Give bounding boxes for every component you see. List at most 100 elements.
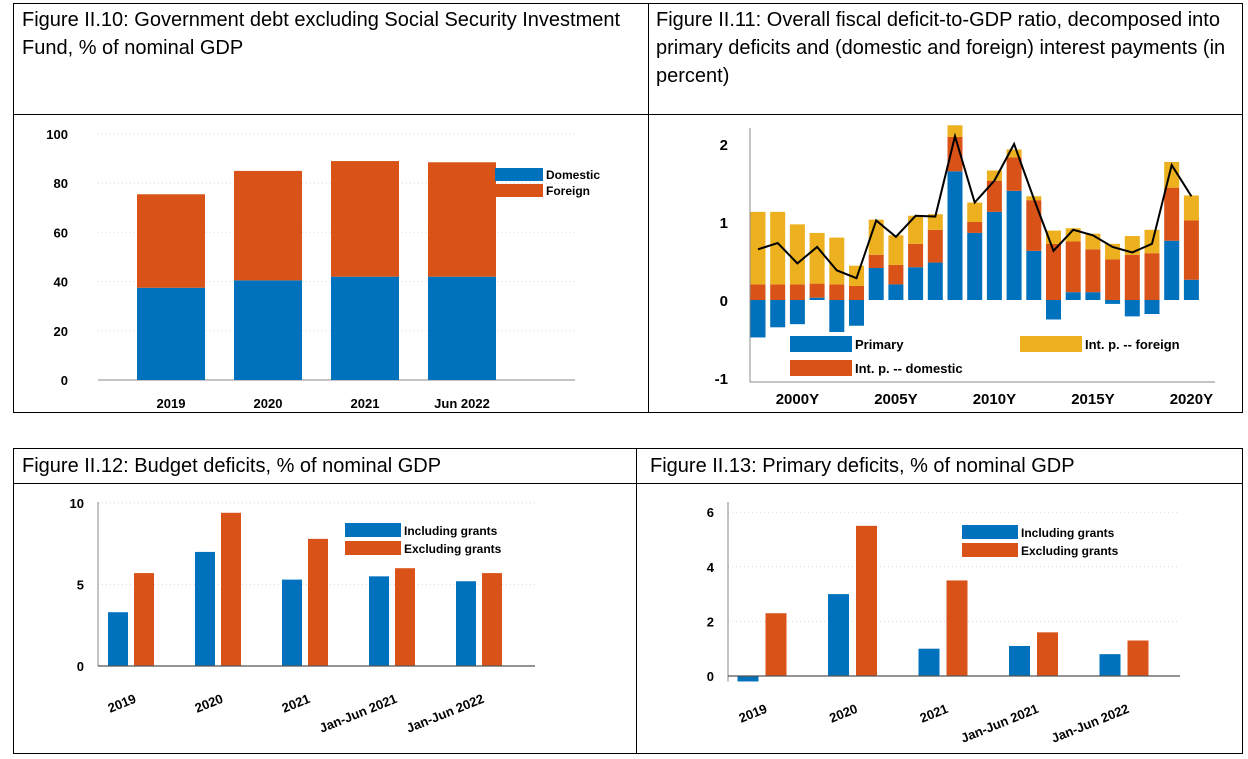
legend-label: Domestic xyxy=(546,168,600,182)
y-tick-label: 40 xyxy=(54,275,68,290)
legend-swatch xyxy=(495,184,543,197)
x-tick-label: 2010Y xyxy=(973,391,1016,408)
legend-swatch xyxy=(962,525,1018,539)
bar-interest-foreign xyxy=(750,211,766,285)
legend-swatch xyxy=(790,360,852,376)
bar-domestic xyxy=(331,276,399,380)
bar-primary xyxy=(986,211,1002,300)
bar-interest-domestic xyxy=(1006,157,1022,191)
bar-primary xyxy=(1164,240,1180,300)
x-tick-label: 2019 xyxy=(106,691,138,716)
bar-excluding-grants xyxy=(765,613,787,676)
x-tick-label: 2021 xyxy=(280,691,312,716)
y-tick-label: 20 xyxy=(54,324,68,339)
top-table xyxy=(13,3,1243,413)
x-tick-label: 2000Y xyxy=(776,391,819,408)
bar-primary xyxy=(1006,190,1022,300)
bar-excluding-grants xyxy=(308,538,328,666)
bar-primary xyxy=(1026,250,1042,300)
bar-primary xyxy=(1105,300,1121,304)
bar-including-grants xyxy=(108,612,128,666)
bar-excluding-grants xyxy=(134,573,154,666)
bar-interest-domestic xyxy=(1065,241,1081,293)
bar-interest-foreign xyxy=(947,125,963,137)
fig10-title: Figure II.10: Government debt excluding … xyxy=(22,9,621,59)
bar-interest-foreign xyxy=(986,170,1002,181)
bar-primary xyxy=(908,267,924,300)
bottom-table-divider xyxy=(13,483,1243,484)
bar-interest-domestic xyxy=(1124,254,1140,300)
bar-interest-foreign xyxy=(927,214,943,230)
legend-label: Int. p. -- domestic xyxy=(855,361,963,376)
x-tick-label: Jun 2022 xyxy=(434,396,490,410)
x-tick-label: Jan-Jun 2021 xyxy=(317,691,399,736)
line-overall xyxy=(757,132,1193,280)
bar-interest-domestic xyxy=(849,285,864,300)
bar-primary xyxy=(1144,300,1160,315)
legend-swatch xyxy=(962,543,1018,557)
legend-swatch xyxy=(1020,336,1082,352)
bar-excluding-grants xyxy=(1037,632,1058,676)
y-tick-label: -1 xyxy=(715,371,728,388)
y-tick-label: 0 xyxy=(720,293,728,310)
legend-label: Including grants xyxy=(404,524,498,538)
bottom-table-vdivider xyxy=(636,448,637,754)
bar-primary xyxy=(947,171,963,300)
bar-interest-domestic xyxy=(908,243,924,268)
bar-interest-domestic xyxy=(986,180,1002,212)
x-tick-label: 2020Y xyxy=(1170,391,1213,408)
bar-interest-domestic xyxy=(967,222,983,233)
legend-label: Foreign xyxy=(546,184,590,198)
legend-swatch xyxy=(345,523,401,537)
bar-interest-domestic xyxy=(770,284,786,300)
bar-primary xyxy=(888,284,904,300)
legend-label: Primary xyxy=(855,337,904,352)
bar-primary xyxy=(967,232,983,300)
bar-interest-domestic xyxy=(1046,243,1061,300)
bar-interest-domestic xyxy=(888,264,904,285)
bar-foreign xyxy=(428,162,496,277)
bar-excluding-grants xyxy=(946,580,968,676)
y-tick-label: 0 xyxy=(77,659,84,674)
x-tick-label: 2020 xyxy=(827,701,859,726)
bar-primary xyxy=(849,300,864,326)
bar-domestic xyxy=(428,276,496,380)
bar-primary xyxy=(1124,300,1140,317)
bar-primary xyxy=(927,262,943,300)
fig11-title: Figure II.11: Overall fiscal deficit-to-… xyxy=(656,9,1226,87)
y-tick-label: 0 xyxy=(707,669,714,684)
x-tick-label: 2005Y xyxy=(874,391,917,408)
y-tick-label: 60 xyxy=(54,225,68,240)
legend-label: Excluding grants xyxy=(1021,544,1119,558)
bar-including-grants xyxy=(737,676,759,682)
bar-interest-foreign xyxy=(908,215,924,244)
x-tick-label: 2019 xyxy=(157,396,186,410)
top-table-divider xyxy=(13,114,1243,115)
bar-excluding-grants xyxy=(1127,640,1149,676)
bar-interest-domestic xyxy=(1085,249,1101,293)
x-tick-label: Jan-Jun 2021 xyxy=(959,701,1041,746)
fig13-title: Figure II.13: Primary deficits, % of nom… xyxy=(650,455,1075,477)
bar-domestic xyxy=(234,280,302,380)
legend-swatch xyxy=(790,336,852,352)
x-tick-label: Jan-Jun 2022 xyxy=(1049,701,1131,746)
bar-excluding-grants xyxy=(856,525,877,676)
bar-foreign xyxy=(137,194,205,288)
bar-including-grants xyxy=(1099,654,1121,676)
fig12-chart: 0 5 10 2019 2020 2021 Jan-Jun 2021 Jan-Jun 2022… xyxy=(70,496,535,736)
bar-interest-domestic xyxy=(829,284,845,300)
bar-including-grants xyxy=(456,581,476,666)
bar-excluding-grants xyxy=(221,512,241,666)
x-tick-label: 2020 xyxy=(193,691,225,716)
bar-interest-domestic xyxy=(789,284,805,300)
bar-interest-domestic xyxy=(868,254,884,269)
bar-primary xyxy=(750,300,766,338)
bar-interest-domestic xyxy=(1105,259,1121,300)
bar-interest-foreign xyxy=(770,211,786,285)
bar-interest-foreign xyxy=(888,235,904,265)
bar-primary xyxy=(1085,292,1101,300)
top-table-vdivider xyxy=(648,3,649,413)
bar-primary xyxy=(1065,292,1081,300)
x-tick-label: 2015Y xyxy=(1071,391,1114,408)
legend-label: Int. p. -- foreign xyxy=(1085,337,1180,352)
